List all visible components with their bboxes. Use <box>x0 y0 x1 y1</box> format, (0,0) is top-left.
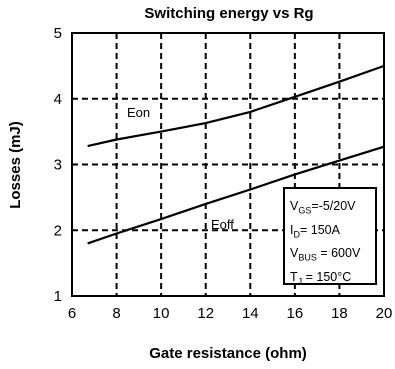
x-tick-label: 12 <box>197 305 214 322</box>
chart-title: Switching energy vs Rg <box>144 5 313 22</box>
condition-id: ID= 150A <box>290 222 340 240</box>
y-tick-label: 2 <box>54 222 62 239</box>
y-tick-label: 4 <box>54 91 62 108</box>
condition-vgs: VGS=-5/20V <box>290 199 356 216</box>
x-axis-label: Gate resistance (ohm) <box>149 345 307 362</box>
x-tick-label: 6 <box>68 305 76 322</box>
plot-frame <box>71 32 385 297</box>
y-tick-labels: 1 2 3 4 5 <box>54 25 62 305</box>
x-tick-labels: 6 8 10 12 14 16 18 20 <box>68 305 393 322</box>
x-tick-label: 14 <box>242 305 259 322</box>
x-tick-label: 20 <box>376 305 393 322</box>
y-tick-label: 1 <box>54 288 62 305</box>
x-tick-label: 8 <box>112 305 120 322</box>
x-tick-label: 10 <box>153 305 170 322</box>
series-lines <box>87 64 385 245</box>
y-tick-label: 5 <box>54 25 62 42</box>
condition-vbus: VBUS = 600V <box>290 246 361 263</box>
x-tick-label: 16 <box>287 305 304 322</box>
series-line-eoff <box>87 145 385 245</box>
y-tick-label: 3 <box>54 157 62 174</box>
conditions-box: VGS=-5/20V ID= 150A VBUS = 600V TJ = 150… <box>283 187 377 286</box>
y-axis-label: Losses (mJ) <box>7 121 24 209</box>
condition-tj: TJ = 150°C <box>290 269 352 287</box>
x-tick-label: 18 <box>331 305 348 322</box>
series-label-eoff: Eoff <box>211 217 234 232</box>
series-label-eon: Eon <box>127 105 150 120</box>
series-line-eon <box>87 64 385 148</box>
